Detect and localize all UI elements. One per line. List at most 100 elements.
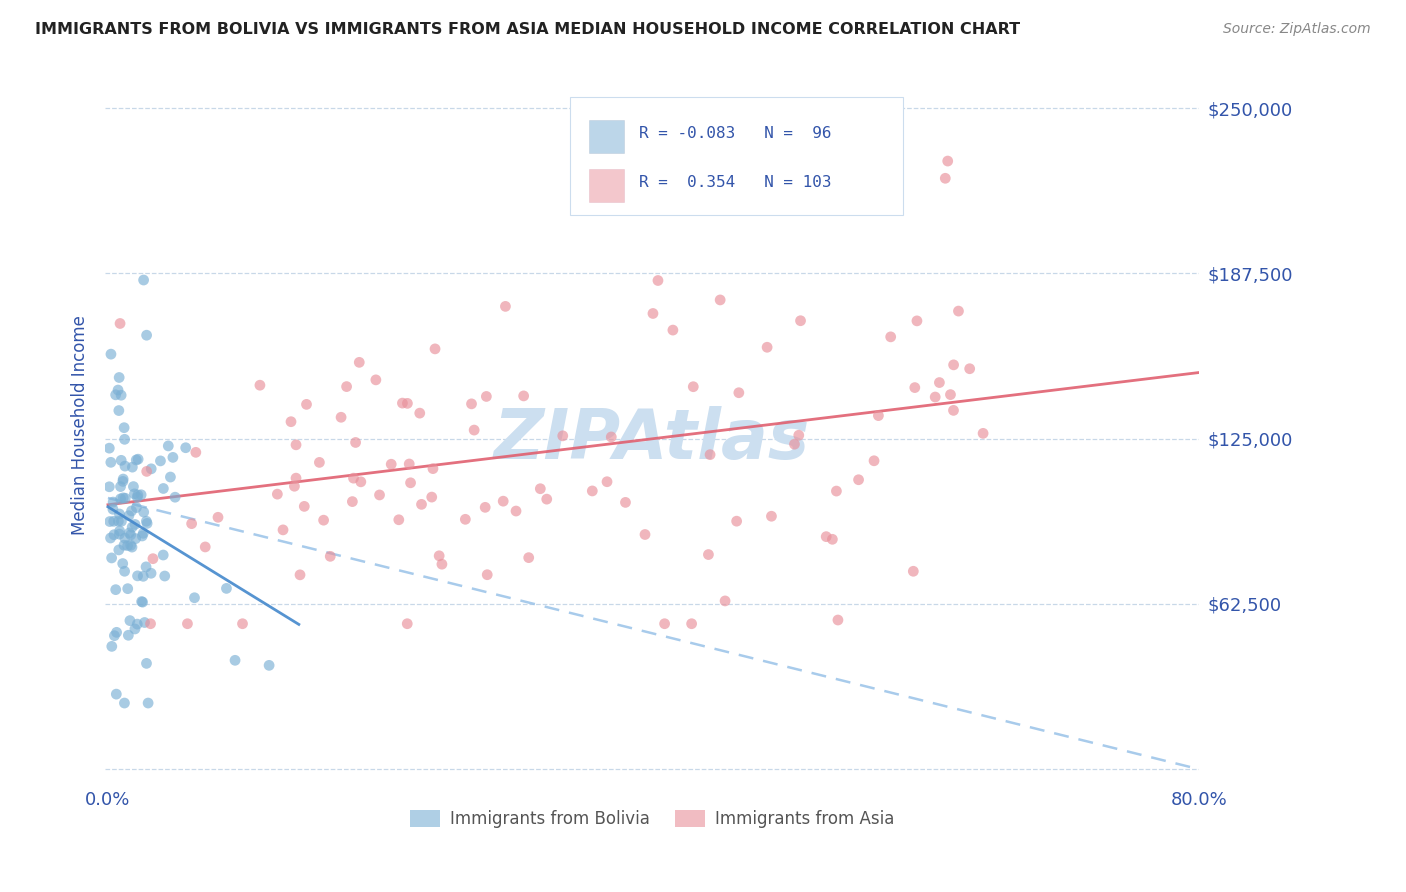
Point xyxy=(110,491,132,506)
Point xyxy=(815,530,838,544)
Point xyxy=(939,387,962,401)
Point xyxy=(111,557,134,571)
Point xyxy=(139,616,162,631)
Point xyxy=(517,550,540,565)
Point xyxy=(330,410,353,425)
Point xyxy=(180,516,202,531)
Point xyxy=(825,484,848,499)
Point xyxy=(127,488,149,502)
Point xyxy=(120,538,142,552)
Text: R =  0.354   N = 103: R = 0.354 N = 103 xyxy=(638,175,831,190)
Point xyxy=(98,515,121,529)
Point xyxy=(103,629,125,643)
Point xyxy=(596,475,619,489)
Point xyxy=(110,514,132,528)
Point xyxy=(942,403,965,417)
Point xyxy=(157,439,180,453)
Text: R = -0.083   N =  96: R = -0.083 N = 96 xyxy=(638,126,831,141)
Point xyxy=(654,616,676,631)
Point xyxy=(107,383,129,397)
Point xyxy=(682,380,704,394)
Point xyxy=(132,526,155,541)
Point xyxy=(112,538,135,552)
Point xyxy=(725,514,748,528)
Y-axis label: Median Household Income: Median Household Income xyxy=(72,316,89,535)
Point xyxy=(108,527,131,541)
Point xyxy=(118,614,141,628)
Point xyxy=(159,470,181,484)
Point xyxy=(344,435,367,450)
Point xyxy=(132,505,155,519)
Point xyxy=(114,696,136,710)
Point xyxy=(409,406,432,420)
Point xyxy=(349,355,371,369)
Point xyxy=(127,569,149,583)
Point xyxy=(101,640,124,654)
Point xyxy=(124,517,146,532)
Point xyxy=(460,397,482,411)
Point xyxy=(108,507,131,521)
Text: ZIPAtlas: ZIPAtlas xyxy=(494,406,810,474)
Point xyxy=(108,524,131,538)
Point xyxy=(110,479,132,493)
Point xyxy=(827,613,849,627)
FancyBboxPatch shape xyxy=(589,169,623,202)
Point xyxy=(153,569,176,583)
Point xyxy=(112,491,135,505)
Point xyxy=(364,373,387,387)
Point xyxy=(662,323,685,337)
Legend: Immigrants from Bolivia, Immigrants from Asia: Immigrants from Bolivia, Immigrants from… xyxy=(404,803,901,835)
Point xyxy=(863,454,886,468)
Point xyxy=(699,448,721,462)
Point xyxy=(117,628,139,642)
Point xyxy=(972,426,994,441)
Point xyxy=(411,497,433,511)
Point xyxy=(761,509,783,524)
Point xyxy=(152,548,174,562)
Point xyxy=(101,502,124,516)
Point xyxy=(100,550,122,565)
Point xyxy=(551,429,574,443)
Point xyxy=(101,495,124,509)
Point xyxy=(280,415,302,429)
Point xyxy=(391,396,413,410)
Point xyxy=(135,464,157,478)
Point xyxy=(231,616,253,631)
Point xyxy=(399,475,422,490)
Point xyxy=(224,653,246,667)
Point xyxy=(184,445,207,459)
Point xyxy=(879,330,901,344)
Point xyxy=(903,564,925,578)
Point xyxy=(641,306,664,320)
Point xyxy=(581,483,603,498)
Point xyxy=(312,513,335,527)
Point xyxy=(477,567,499,582)
Point xyxy=(120,528,142,542)
Point xyxy=(727,385,749,400)
Point xyxy=(108,317,131,331)
Point xyxy=(427,549,450,563)
Point xyxy=(492,494,515,508)
Point xyxy=(350,475,373,489)
Point xyxy=(924,390,946,404)
Point xyxy=(100,455,122,469)
Point xyxy=(308,455,330,469)
Point xyxy=(183,591,205,605)
Point xyxy=(697,548,720,562)
Point xyxy=(368,488,391,502)
Point xyxy=(141,462,163,476)
Point xyxy=(131,595,153,609)
Point xyxy=(868,409,890,423)
FancyBboxPatch shape xyxy=(589,120,623,153)
Point xyxy=(136,696,159,710)
Point xyxy=(821,533,844,547)
Point xyxy=(207,510,229,524)
Point xyxy=(194,540,217,554)
Point xyxy=(295,397,318,411)
Point xyxy=(108,403,131,417)
Point xyxy=(108,370,131,384)
Point xyxy=(105,625,128,640)
Point xyxy=(103,527,125,541)
Point xyxy=(176,616,198,631)
Point xyxy=(215,582,238,596)
